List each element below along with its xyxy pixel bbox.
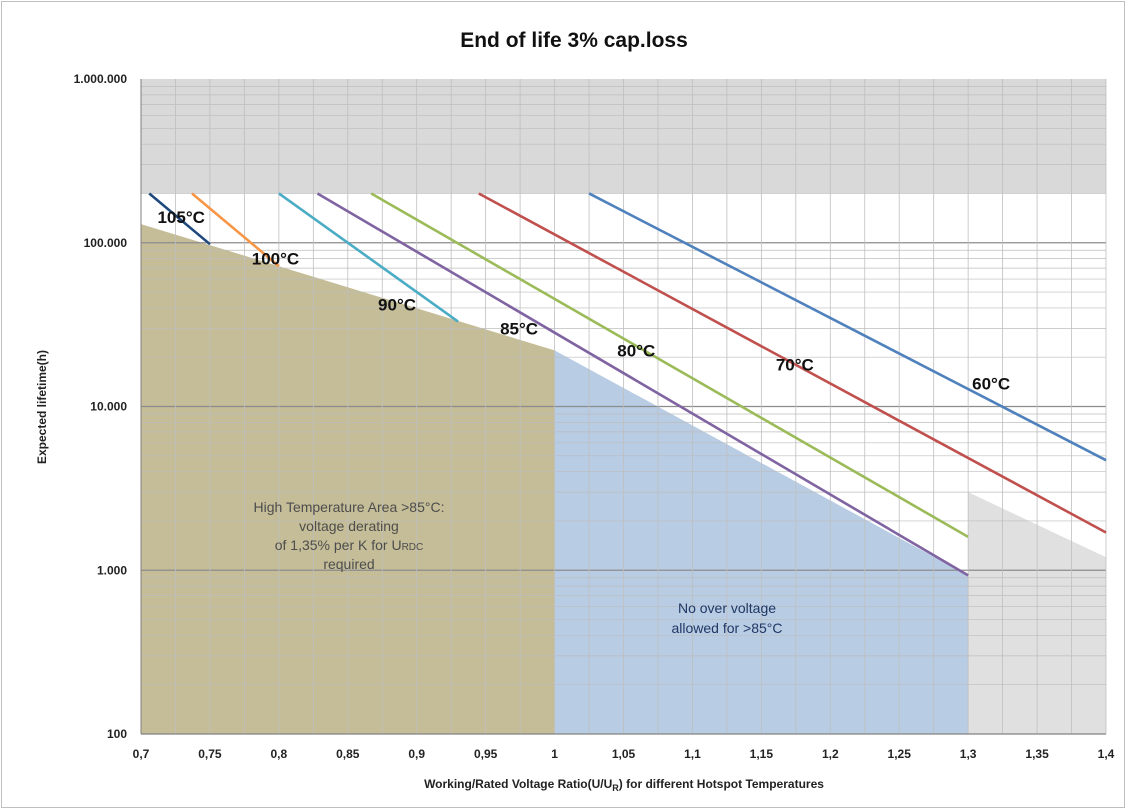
series-label-105c: 105°C xyxy=(157,208,204,227)
series-line-70c xyxy=(478,192,1107,534)
x-axis-label: Working/Rated Voltage Ratio(U/UR) for di… xyxy=(424,777,824,793)
high-temperature-note-line: High Temperature Area >85°C: xyxy=(254,499,445,515)
x-axis-label-tail: ) for different Hotspot Temperatures xyxy=(619,777,824,791)
high-temperature-note-line: required xyxy=(323,556,374,572)
x-tick-label: 0,75 xyxy=(198,747,222,761)
series-label-90c: 90°C xyxy=(378,295,416,314)
high-temperature-note-line: voltage derating xyxy=(299,518,399,534)
no-over-voltage-note: No over voltage allowed for >85°C xyxy=(671,600,782,636)
y-tick-label: 100.000 xyxy=(84,236,128,250)
no-over-voltage-note-line: No over voltage xyxy=(678,600,776,616)
x-tick-label: 1 xyxy=(551,747,558,761)
series-label-100c: 100°C xyxy=(252,250,299,269)
series-label-60c: 60°C xyxy=(972,375,1010,394)
series-line-90c xyxy=(278,192,459,323)
x-tick-label: 1,25 xyxy=(888,747,912,761)
x-tick-label: 1,4 xyxy=(1098,747,1115,761)
x-tick-label: 1,35 xyxy=(1025,747,1049,761)
x-tick-label: 1,05 xyxy=(612,747,636,761)
x-tick-label: 1,2 xyxy=(822,747,839,761)
high-temperature-note-line: of 1,35% per K for U xyxy=(275,537,402,553)
series-label-85c: 85°C xyxy=(500,319,538,338)
y-tick-label: 100 xyxy=(107,727,127,741)
x-tick-label: 1,1 xyxy=(684,747,701,761)
y-tick-label: 10.000 xyxy=(90,400,127,414)
no-over-voltage-note-line: allowed for >85°C xyxy=(671,620,782,636)
series-line-85c xyxy=(316,192,969,577)
x-axis-label-main: Working/Rated Voltage Ratio(U/U xyxy=(424,777,612,791)
chart-title: End of life 3% cap.loss xyxy=(460,29,688,52)
x-tick-label: 1,15 xyxy=(750,747,774,761)
series-label-70c: 70°C xyxy=(776,356,814,375)
y-tick-label: 1.000 xyxy=(97,563,127,577)
series-label-80c: 80°C xyxy=(617,341,655,360)
series-labels: 60°C 70°C 80°C 85°C 90°C 100°C 105°C xyxy=(157,208,1010,394)
x-tick-label: 0,9 xyxy=(408,747,425,761)
x-tick-label: 0,7 xyxy=(133,747,150,761)
y-axis-label: Expected lifetime(h) xyxy=(35,350,49,464)
series-line-105c xyxy=(148,192,211,246)
series-line-100c xyxy=(191,192,280,268)
grid-lines xyxy=(140,79,1107,735)
x-axis-label-subscript: R xyxy=(612,783,619,793)
x-tick-label: 0,8 xyxy=(271,747,288,761)
series-lines xyxy=(148,192,1107,577)
region-annotations: High Temperature Area >85°C: voltage dera… xyxy=(254,499,783,636)
series-line-60c xyxy=(588,192,1107,462)
x-axis-tick-labels: 0,7 0,75 0,8 0,85 0,9 0,95 1 1,05 1,1 1,15 1,2 1,25… xyxy=(133,747,1115,761)
y-tick-label: 1.000.000 xyxy=(74,72,128,86)
x-tick-label: 0,85 xyxy=(336,747,360,761)
x-tick-label: 1,3 xyxy=(960,747,977,761)
high-temperature-note-subscript: RDC xyxy=(402,542,424,553)
high-temperature-area-note: High Temperature Area >85°C: voltage dera… xyxy=(254,499,445,572)
x-tick-label: 0,95 xyxy=(474,747,498,761)
y-axis-tick-labels: 100 1.000 10.000 100.000 1.000.000 xyxy=(74,72,128,741)
series-line-80c xyxy=(370,192,969,538)
